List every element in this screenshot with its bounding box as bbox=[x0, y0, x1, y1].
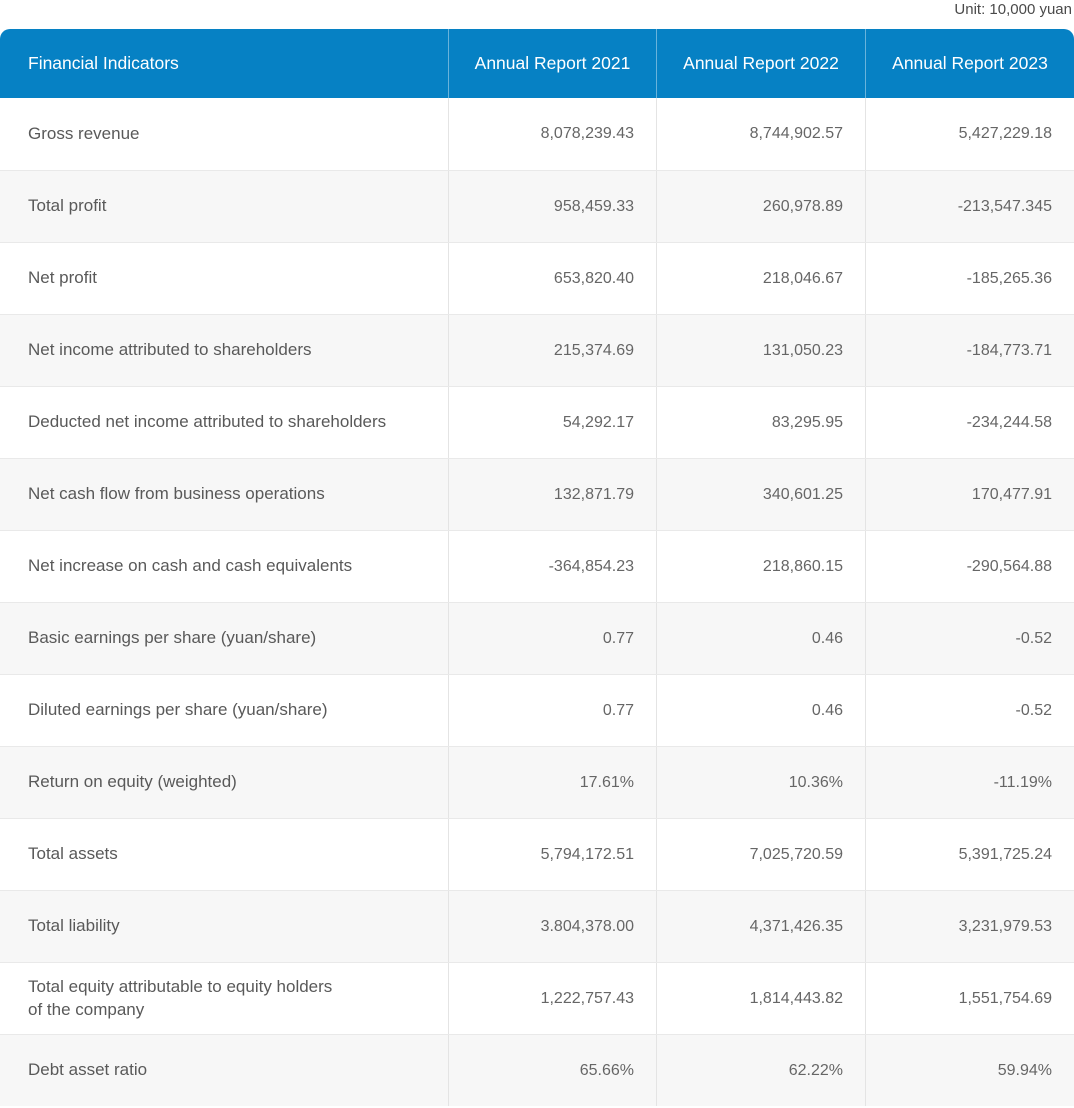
row-label: Net cash flow from business operations bbox=[28, 484, 325, 504]
header-cell-annual-report-2023: Annual Report 2023 bbox=[865, 29, 1074, 98]
row-value: 65.66% bbox=[448, 1035, 656, 1106]
row-value: 131,050.23 bbox=[656, 315, 865, 386]
row-label: Gross revenue bbox=[28, 123, 140, 143]
row-label: Debt asset ratio bbox=[28, 1060, 148, 1080]
row-value: 7,025,720.59 bbox=[656, 819, 865, 890]
row-label: Net income attributed to shareholders bbox=[28, 340, 312, 360]
row-label: Total profit bbox=[28, 196, 107, 216]
row-value: 218,046.67 bbox=[656, 243, 865, 314]
row-label: Diluted earnings per share (yuan/share) bbox=[28, 700, 328, 720]
row-value: 8,078,239.43 bbox=[448, 98, 656, 170]
row-value: -11.19% bbox=[865, 747, 1074, 818]
row-value: 8,744,902.57 bbox=[656, 98, 865, 170]
row-label: Total assets bbox=[28, 844, 118, 864]
table-row: Gross revenue 8,078,239.43 8,744,902.57 … bbox=[0, 98, 1074, 170]
table-body: Gross revenue 8,078,239.43 8,744,902.57 … bbox=[0, 98, 1074, 1106]
row-value: 260,978.89 bbox=[656, 171, 865, 242]
row-value: 0.77 bbox=[448, 675, 656, 746]
table-row: Net income attributed to shareholders 21… bbox=[0, 314, 1074, 386]
header-cell-annual-report-2022: Annual Report 2022 bbox=[656, 29, 865, 98]
unit-label: Unit: 10,000 yuan bbox=[954, 1, 1072, 18]
row-value: 653,820.40 bbox=[448, 243, 656, 314]
row-value: 4,371,426.35 bbox=[656, 891, 865, 962]
row-value: 3.804,378.00 bbox=[448, 891, 656, 962]
table-header-row: Financial Indicators Annual Report 2021 … bbox=[0, 29, 1074, 98]
row-label: Deducted net income attributed to shareh… bbox=[28, 412, 387, 432]
table-row: Total liability 3.804,378.00 4,371,426.3… bbox=[0, 890, 1074, 962]
row-value: 62.22% bbox=[656, 1035, 865, 1106]
row-value: 54,292.17 bbox=[448, 387, 656, 458]
table-row: Return on equity (weighted) 17.61% 10.36… bbox=[0, 746, 1074, 818]
table-row: Deducted net income attributed to shareh… bbox=[0, 386, 1074, 458]
row-value: 1,222,757.43 bbox=[448, 963, 656, 1034]
row-value: 340,601.25 bbox=[656, 459, 865, 530]
row-value: -290,564.88 bbox=[865, 531, 1074, 602]
table-row: Net profit 653,820.40 218,046.67 -185,26… bbox=[0, 242, 1074, 314]
row-value: -213,547.345 bbox=[865, 171, 1074, 242]
header-cell-financial-indicators: Financial Indicators bbox=[28, 53, 179, 73]
row-value: 17.61% bbox=[448, 747, 656, 818]
table-row: Total profit 958,459.33 260,978.89 -213,… bbox=[0, 170, 1074, 242]
row-value: 5,391,725.24 bbox=[865, 819, 1074, 890]
row-value: 83,295.95 bbox=[656, 387, 865, 458]
table-row: Total assets 5,794,172.51 7,025,720.59 5… bbox=[0, 818, 1074, 890]
financial-indicators-table: Financial Indicators Annual Report 2021 … bbox=[0, 29, 1074, 1106]
table-row: Total equity attributable to equity hold… bbox=[0, 962, 1074, 1034]
row-value: 0.77 bbox=[448, 603, 656, 674]
row-value: -0.52 bbox=[865, 675, 1074, 746]
table-row: Diluted earnings per share (yuan/share) … bbox=[0, 674, 1074, 746]
row-value: 5,427,229.18 bbox=[865, 98, 1074, 170]
row-value: -184,773.71 bbox=[865, 315, 1074, 386]
row-value: 958,459.33 bbox=[448, 171, 656, 242]
table-row: Net cash flow from business operations 1… bbox=[0, 458, 1074, 530]
row-value: 5,794,172.51 bbox=[448, 819, 656, 890]
row-label: Total liability bbox=[28, 916, 120, 936]
header-cell-annual-report-2021: Annual Report 2021 bbox=[448, 29, 656, 98]
row-value: 215,374.69 bbox=[448, 315, 656, 386]
row-label: Net profit bbox=[28, 268, 97, 288]
row-value: 0.46 bbox=[656, 603, 865, 674]
table-row: Debt asset ratio 65.66% 62.22% 59.94% bbox=[0, 1034, 1074, 1106]
row-value: -185,265.36 bbox=[865, 243, 1074, 314]
row-value: -234,244.58 bbox=[865, 387, 1074, 458]
row-value: 0.46 bbox=[656, 675, 865, 746]
row-value: 3,231,979.53 bbox=[865, 891, 1074, 962]
row-value: 59.94% bbox=[865, 1035, 1074, 1106]
row-value: -364,854.23 bbox=[448, 531, 656, 602]
row-value: 132,871.79 bbox=[448, 459, 656, 530]
row-label: Basic earnings per share (yuan/share) bbox=[28, 628, 317, 648]
row-value: 1,814,443.82 bbox=[656, 963, 865, 1034]
row-value: -0.52 bbox=[865, 603, 1074, 674]
table-row: Basic earnings per share (yuan/share) 0.… bbox=[0, 602, 1074, 674]
row-label: Net increase on cash and cash equivalent… bbox=[28, 556, 353, 576]
row-value: 1,551,754.69 bbox=[865, 963, 1074, 1034]
row-value: 170,477.91 bbox=[865, 459, 1074, 530]
row-label: Return on equity (weighted) bbox=[28, 772, 237, 792]
row-value: 218,860.15 bbox=[656, 531, 865, 602]
table-row: Net increase on cash and cash equivalent… bbox=[0, 530, 1074, 602]
row-label: Total equity attributable to equity hold… bbox=[28, 976, 333, 1019]
row-value: 10.36% bbox=[656, 747, 865, 818]
